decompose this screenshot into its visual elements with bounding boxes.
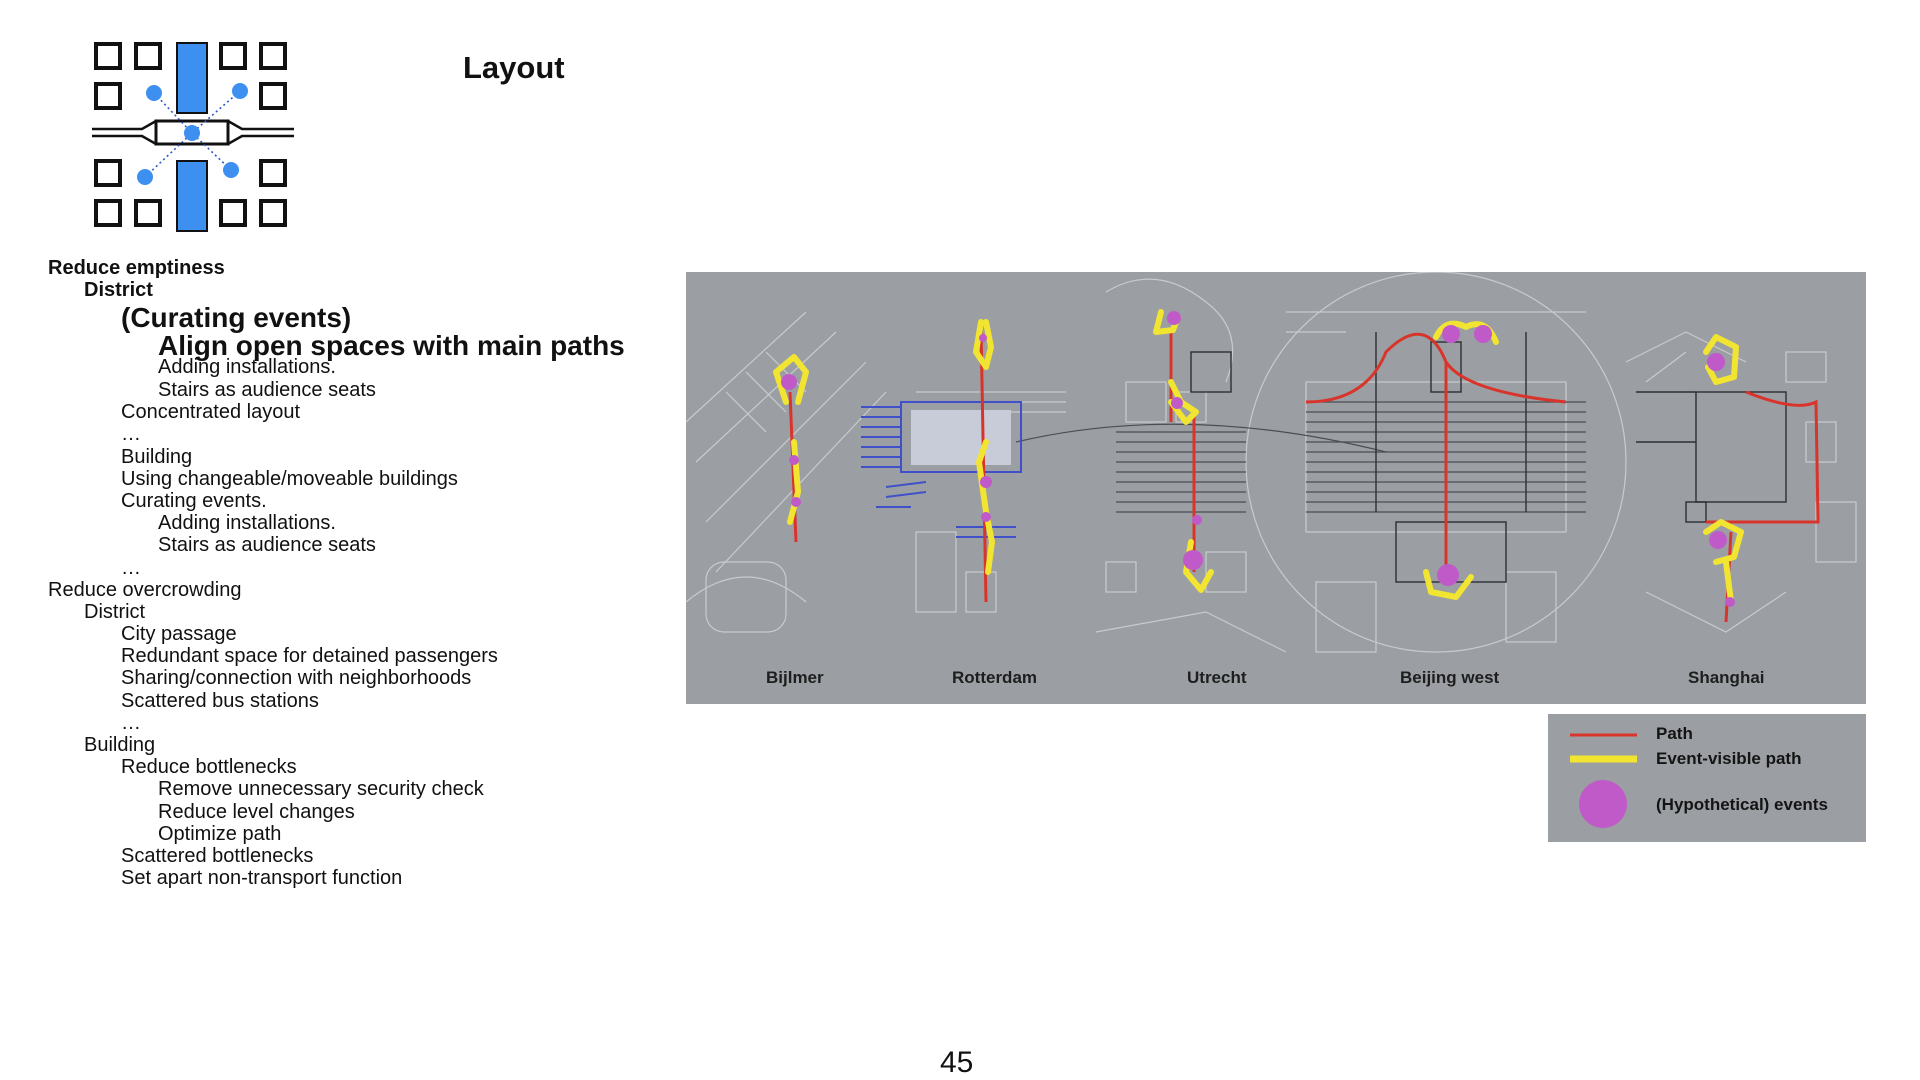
align-open-spaces-heading: Align open spaces with main paths — [158, 330, 625, 361]
outline-building: Building — [121, 445, 193, 468]
city-label-utrecht: Utrecht — [1187, 668, 1247, 687]
outline-sharing-connection: Sharing/connection with neighborhoods — [121, 667, 472, 690]
city-label-shanghai: Shanghai — [1688, 668, 1765, 687]
map-legend: Path Event-visible path (Hypothetical) e… — [1548, 714, 1866, 842]
legend-events-label: (Hypothetical) events — [1656, 795, 1828, 814]
outline-curating-events: Curating events. — [121, 489, 267, 512]
outline-reduce-bottlenecks: Reduce bottlenecks — [121, 756, 297, 779]
outline-building: Building — [84, 734, 156, 756]
outline-remove-security: Remove unnecessary security check — [158, 778, 484, 801]
outline-changeable-buildings: Using changeable/moveable buildings — [121, 467, 458, 490]
outline-align-small: Adding installations. — [48, 356, 336, 378]
slide-title: Layout — [463, 50, 565, 85]
outline-ellipsis: … — [121, 423, 141, 446]
outline-optimize-path: Optimize path — [158, 822, 282, 845]
legend-event-swatch — [1579, 780, 1627, 828]
curating-events-heading: (Curating events) — [121, 302, 352, 333]
outline-reduce-overcrowding: Reduce overcrowding — [48, 578, 242, 601]
page-number: 45 — [940, 1046, 974, 1079]
legend-event-path-label: Event-visible path — [1656, 749, 1802, 768]
outline-align-heading: Align open spaces with main paths — [48, 330, 625, 361]
city-label-rotterdam: Rotterdam — [952, 668, 1038, 687]
outline-curating-heading: (Curating events) — [48, 302, 352, 333]
station-map-comparison: Bijlmer Rotterdam Utrecht Beijing west S… — [686, 272, 1866, 704]
outline-list-continued: Stairs as audience seats Concentrated la… — [48, 379, 498, 889]
outline-concentrated-layout: Concentrated layout — [121, 401, 301, 424]
outline-redundant-space: Redundant space for detained passengers — [121, 645, 498, 668]
outline-list: Reduce emptiness District — [48, 257, 225, 301]
outline-stairs-seats: Stairs as audience seats — [158, 534, 376, 557]
city-label-bijlmer: Bijlmer — [766, 668, 824, 687]
outline-adding-installations: Adding installations. — [158, 512, 336, 535]
city-label-beijing-west: Beijing west — [1400, 668, 1500, 687]
outline-reduce-emptiness: Reduce emptiness — [48, 257, 225, 279]
legend-path-label: Path — [1656, 724, 1693, 743]
outline-adding-installations: Adding installations. — [158, 356, 336, 378]
outline-scattered-bus: Scattered bus stations — [121, 689, 319, 712]
outline-ellipsis: … — [121, 711, 141, 734]
outline-district: District — [84, 600, 146, 623]
outline-scattered-bottlenecks: Scattered bottlenecks — [121, 844, 314, 867]
layout-diagram — [88, 38, 298, 238]
outline-set-apart: Set apart non-transport function — [121, 867, 403, 890]
outline-district: District — [84, 279, 153, 302]
outline-city-passage: City passage — [121, 623, 237, 646]
outline-reduce-level: Reduce level changes — [158, 800, 355, 823]
outline-ellipsis: … — [121, 556, 141, 579]
outline-stairs-seats: Stairs as audience seats — [158, 379, 376, 401]
